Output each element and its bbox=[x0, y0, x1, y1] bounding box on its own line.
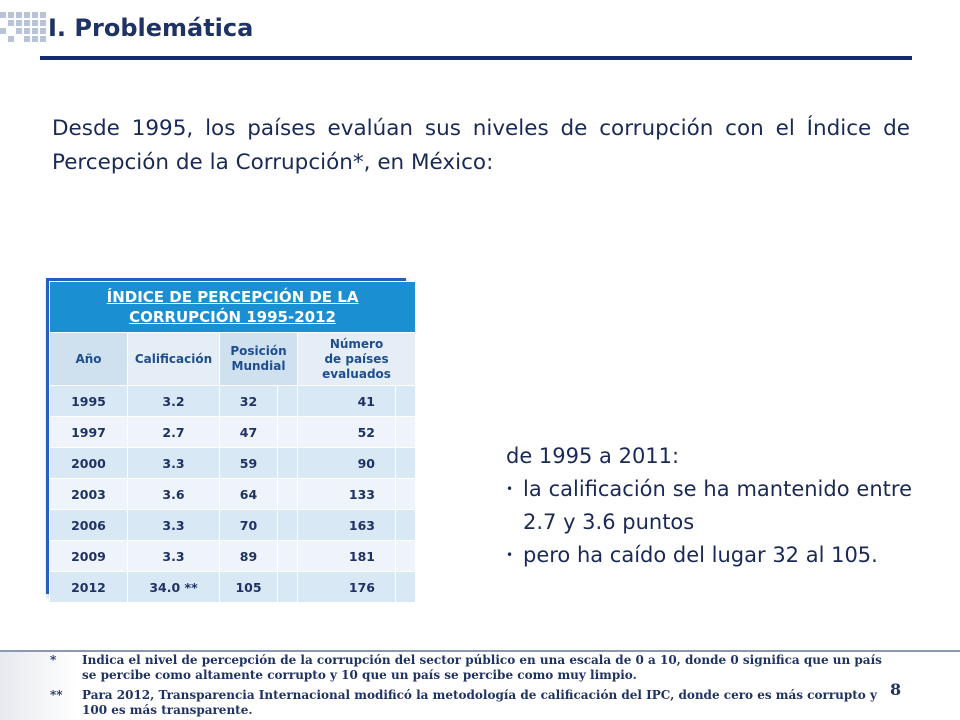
footnote-mark: ** bbox=[50, 688, 63, 702]
header-countries-line1: Número bbox=[329, 336, 384, 351]
bullet-dot-icon: • bbox=[506, 548, 514, 562]
decorative-squares-icon bbox=[0, 12, 46, 42]
table-header-row: Año Calificación Posición Mundial Número… bbox=[49, 332, 417, 386]
cell-countries: 41 bbox=[297, 385, 396, 417]
summary-block: de 1995 a 2011: • la calificación se ha … bbox=[506, 440, 912, 572]
cell-spacer bbox=[394, 509, 417, 541]
cell-countries: 163 bbox=[297, 509, 396, 541]
cell-countries: 90 bbox=[297, 447, 396, 479]
footnote: ** Para 2012, Transparencia Internaciona… bbox=[50, 688, 890, 718]
footnote-text: Para 2012, Transparencia Internacional m… bbox=[82, 688, 877, 717]
cell-rank: 89 bbox=[219, 540, 278, 572]
cell-rank: 64 bbox=[219, 478, 278, 510]
cell-spacer bbox=[277, 478, 298, 510]
cell-spacer bbox=[394, 478, 417, 510]
cell-spacer bbox=[394, 571, 417, 603]
summary-bullet-text: pero ha caído del lugar 32 al 105. bbox=[523, 543, 878, 567]
cell-spacer bbox=[277, 385, 298, 417]
cell-rank: 70 bbox=[219, 509, 278, 541]
intro-paragraph: Desde 1995, los países evalúan sus nivel… bbox=[52, 116, 910, 175]
cell-year: 2000 bbox=[49, 447, 128, 479]
table-title-line1: ÍNDICE DE PERCEPCIÓN DE LA bbox=[106, 288, 359, 306]
cell-year: 1995 bbox=[49, 385, 128, 417]
cell-year: 1997 bbox=[49, 416, 128, 448]
header-year: Año bbox=[49, 332, 128, 386]
cell-score: 34.0 ** bbox=[127, 571, 220, 603]
page-number: 8 bbox=[890, 680, 902, 699]
footer-divider bbox=[0, 650, 960, 652]
cpi-table: ÍNDICE DE PERCEPCIÓN DE LA CORRUPCIÓN 19… bbox=[48, 281, 417, 603]
cell-score: 3.3 bbox=[127, 540, 220, 572]
header-rank-line1: Posición bbox=[230, 344, 287, 358]
footnote: * Indica el nivel de percepción de la co… bbox=[50, 653, 890, 683]
table-row: 2006 3.3 70 163 bbox=[49, 509, 417, 541]
cell-spacer bbox=[277, 509, 298, 541]
cell-score: 3.3 bbox=[127, 509, 220, 541]
cell-rank: 59 bbox=[219, 447, 278, 479]
header-rank-line2: Mundial bbox=[231, 359, 286, 373]
cell-year: 2006 bbox=[49, 509, 128, 541]
cell-spacer bbox=[394, 385, 417, 417]
title-underline bbox=[40, 56, 912, 60]
cell-countries: 181 bbox=[297, 540, 396, 572]
footnote-mark: * bbox=[50, 653, 57, 667]
cell-score: 3.3 bbox=[127, 447, 220, 479]
header-score: Calificación bbox=[127, 332, 220, 386]
cell-rank: 47 bbox=[219, 416, 278, 448]
page-title: I. Problemática bbox=[48, 14, 254, 42]
header-countries: Número de países evaluados bbox=[296, 332, 417, 386]
cell-countries: 133 bbox=[297, 478, 396, 510]
cell-spacer bbox=[277, 416, 298, 448]
cell-year: 2009 bbox=[49, 540, 128, 572]
cell-rank: 105 bbox=[219, 571, 278, 603]
cell-spacer bbox=[277, 571, 298, 603]
cell-year: 2003 bbox=[49, 478, 128, 510]
cell-spacer bbox=[394, 540, 417, 572]
bullet-dot-icon: • bbox=[506, 482, 514, 496]
cell-year: 2012 bbox=[49, 571, 128, 603]
cell-countries: 176 bbox=[297, 571, 396, 603]
cell-spacer bbox=[277, 447, 298, 479]
cell-spacer bbox=[394, 447, 417, 479]
footnote-text: Indica el nivel de percepción de la corr… bbox=[82, 653, 882, 682]
table-title: ÍNDICE DE PERCEPCIÓN DE LA CORRUPCIÓN 19… bbox=[48, 281, 417, 333]
cell-spacer bbox=[394, 416, 417, 448]
cell-countries: 52 bbox=[297, 416, 396, 448]
summary-lead: de 1995 a 2011: bbox=[506, 444, 680, 468]
table-row: 2009 3.3 89 181 bbox=[49, 540, 417, 572]
cell-score: 3.2 bbox=[127, 385, 220, 417]
cell-spacer bbox=[277, 540, 298, 572]
header-countries-line2: de países bbox=[324, 351, 389, 366]
cell-score: 3.6 bbox=[127, 478, 220, 510]
cell-score: 2.7 bbox=[127, 416, 220, 448]
table-row: 1995 3.2 32 41 bbox=[49, 385, 417, 417]
table-row: 1997 2.7 47 52 bbox=[49, 416, 417, 448]
table-row: 2000 3.3 59 90 bbox=[49, 447, 417, 479]
header-rank: Posición Mundial bbox=[219, 332, 298, 386]
header-countries-line3: evaluados bbox=[322, 366, 391, 381]
summary-bullet: • pero ha caído del lugar 32 al 105. bbox=[506, 539, 912, 572]
summary-list: • la calificación se ha mantenido entre … bbox=[506, 473, 912, 572]
cell-rank: 32 bbox=[219, 385, 278, 417]
footer-band bbox=[0, 650, 960, 720]
cpi-table-card: ÍNDICE DE PERCEPCIÓN DE LA CORRUPCIÓN 19… bbox=[46, 278, 417, 603]
summary-bullet: • la calificación se ha mantenido entre … bbox=[506, 473, 912, 539]
table-row: 2003 3.6 64 133 bbox=[49, 478, 417, 510]
table-title-line2: CORRUPCIÓN 1995-2012 bbox=[129, 308, 336, 326]
summary-bullet-text: la calificación se ha mantenido entre 2.… bbox=[523, 477, 912, 534]
table-row: 2012 34.0 ** 105 176 bbox=[49, 571, 417, 603]
